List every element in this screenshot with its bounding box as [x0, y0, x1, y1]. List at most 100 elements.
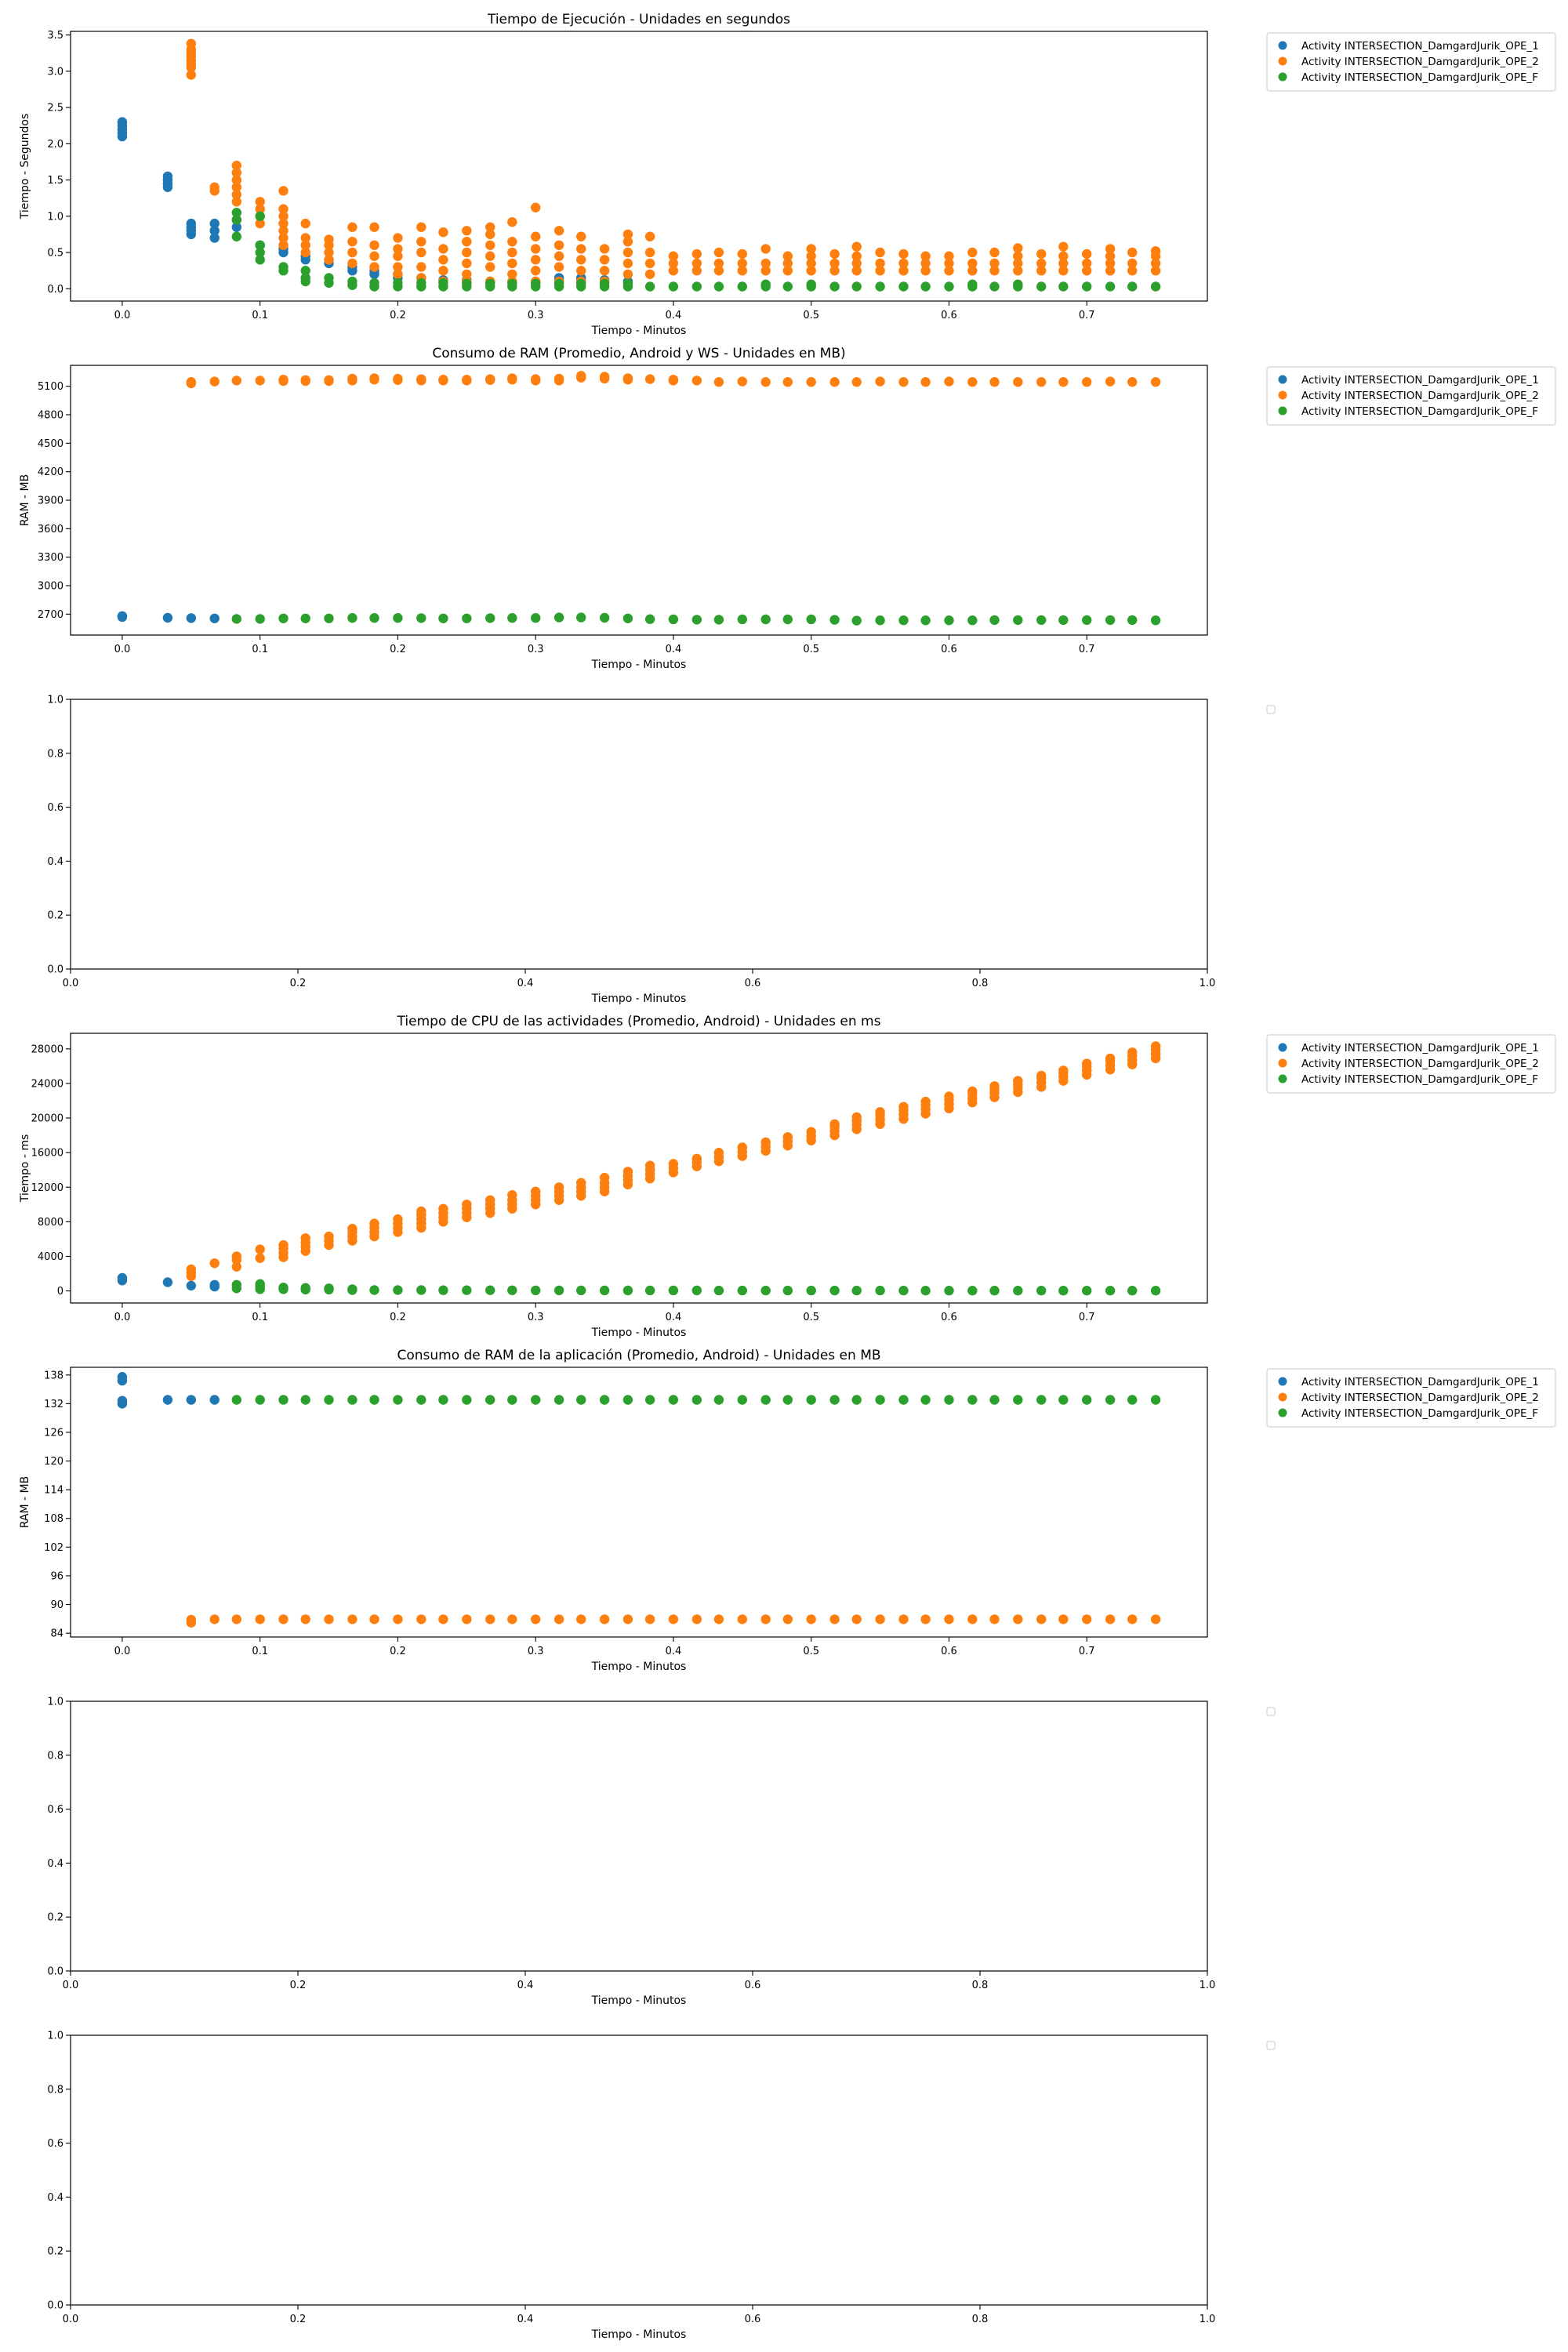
y-tick-label: 2700 [38, 609, 64, 621]
data-point [713, 615, 724, 625]
x-tick-label: 0.5 [803, 644, 819, 655]
data-point [967, 1614, 978, 1624]
data-point [347, 1614, 358, 1624]
data-point [599, 1285, 610, 1296]
data-point [875, 376, 885, 387]
data-point [1036, 281, 1047, 292]
data-point [1105, 258, 1116, 269]
data-point [737, 376, 747, 387]
x-tick-label: 0.7 [1079, 310, 1095, 321]
y-tick-label: 0.6 [47, 2138, 64, 2150]
data-point [851, 615, 862, 626]
data-point [231, 160, 241, 171]
legend-marker [1278, 390, 1287, 400]
data-point [347, 613, 358, 623]
series-2 [186, 38, 1161, 287]
series-1 [117, 1372, 220, 1409]
data-point [209, 376, 220, 387]
data-point [944, 1091, 954, 1102]
y-tick-label: 0 [57, 1286, 64, 1298]
x-tick-label: 0.2 [390, 1646, 406, 1657]
data-point [554, 612, 564, 622]
y-tick-label: 90 [50, 1599, 64, 1611]
data-point [1036, 266, 1047, 276]
legend-label: Activity INTERSECTION_DamgardJurik_OPE_1 [1301, 1042, 1539, 1054]
y-tick-label: 0.4 [47, 1858, 64, 1870]
data-point [989, 281, 1000, 292]
data-point [967, 247, 978, 258]
data-point [231, 208, 241, 218]
data-point [1082, 258, 1092, 269]
data-point [644, 1614, 655, 1624]
x-tick-label: 0.2 [290, 2314, 307, 2325]
x-tick-label: 0.3 [528, 644, 544, 655]
x-tick-label: 0.0 [114, 1312, 131, 1323]
data-point [300, 613, 310, 623]
data-point [622, 1285, 633, 1296]
data-point [1058, 615, 1069, 626]
data-point [737, 1614, 747, 1624]
data-point [760, 377, 771, 387]
data-point [255, 1614, 265, 1624]
data-point [851, 241, 862, 252]
data-point [644, 1160, 655, 1171]
data-point [278, 204, 289, 214]
x-tick-label: 0.8 [972, 978, 989, 989]
data-point [644, 1395, 655, 1405]
x-tick-label: 1.0 [1200, 978, 1216, 989]
y-tick-label: 0.0 [47, 964, 64, 976]
data-point [300, 273, 310, 283]
data-point [713, 1614, 724, 1624]
legend-label: Activity INTERSECTION_DamgardJurik_OPE_F [1301, 71, 1538, 84]
data-point [278, 375, 289, 385]
data-point [186, 613, 196, 623]
data-point [255, 1244, 265, 1254]
data-point [393, 233, 403, 243]
data-point [186, 377, 196, 387]
data-point [347, 1395, 358, 1405]
data-point [760, 258, 771, 269]
data-point [186, 218, 196, 229]
x-tick-label: 0.1 [252, 644, 268, 655]
data-point [117, 1396, 128, 1406]
data-point [531, 266, 541, 276]
data-point [944, 376, 954, 387]
data-point [300, 218, 310, 229]
data-point [186, 1264, 196, 1275]
data-point [255, 247, 265, 258]
empty-legend [1266, 1707, 1276, 1716]
data-point [369, 1218, 379, 1229]
x-tick-label: 0.4 [517, 2314, 534, 2325]
data-point [782, 377, 793, 387]
data-point [806, 251, 816, 261]
y-tick-label: 0.6 [47, 802, 64, 814]
x-tick-label: 0.6 [745, 2314, 761, 2325]
data-point [324, 613, 334, 623]
data-point [599, 612, 610, 623]
legend-label: Activity INTERSECTION_DamgardJurik_OPE_2 [1301, 390, 1539, 402]
data-point [644, 374, 655, 384]
x-tick-label: 0.0 [114, 1646, 131, 1657]
x-tick-label: 0.2 [390, 1312, 406, 1323]
data-point [507, 217, 517, 227]
legend-label: Activity INTERSECTION_DamgardJurik_OPE_1 [1301, 40, 1539, 53]
y-tick-label: 138 [44, 1370, 64, 1381]
data-point [162, 171, 173, 182]
data-point [898, 258, 909, 269]
data-point [737, 266, 747, 276]
data-point [231, 1614, 241, 1624]
y-tick-label: 28000 [31, 1044, 64, 1055]
legend-marker [1278, 1377, 1287, 1386]
data-point [300, 1614, 310, 1624]
data-point [782, 1285, 793, 1296]
x-tick-label: 0.5 [803, 310, 819, 321]
data-point [944, 1395, 954, 1405]
data-point [416, 1614, 426, 1624]
data-point [485, 251, 495, 261]
data-point [255, 376, 265, 386]
data-point [713, 377, 724, 387]
data-point [531, 374, 541, 384]
chart-panel-1: Tiempo de Ejecución - Unidades en segund… [19, 12, 1556, 337]
data-point [898, 249, 909, 260]
